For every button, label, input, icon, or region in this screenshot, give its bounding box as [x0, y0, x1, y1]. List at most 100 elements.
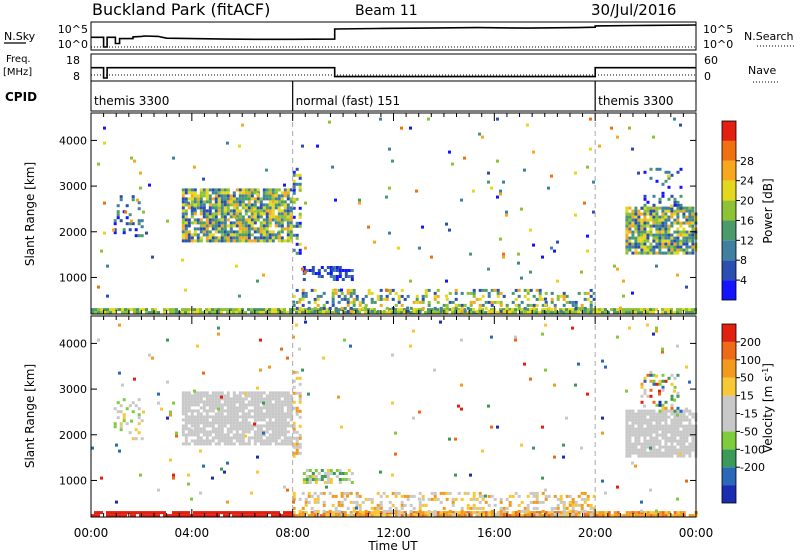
heatmap-cell — [262, 273, 265, 277]
velocity-cbar-label: Velocity [m s-1] — [761, 363, 775, 453]
heatmap-cell — [214, 311, 217, 315]
heatmap-cell — [490, 514, 494, 518]
heatmap-cell — [658, 242, 662, 246]
heatmap-cell — [493, 512, 497, 516]
heatmap-cell — [649, 436, 653, 440]
heatmap-cell — [259, 236, 263, 240]
heatmap-cell — [682, 511, 686, 515]
heatmap-cell — [673, 242, 677, 246]
heatmap-cell — [661, 514, 665, 518]
heatmap-cell — [505, 306, 509, 310]
heatmap-cell — [574, 300, 578, 304]
heatmap-cell — [673, 514, 677, 518]
heatmap-cell — [652, 451, 656, 455]
heatmap-cell — [283, 430, 287, 434]
heatmap-cell — [586, 297, 590, 301]
heatmap-cell — [271, 203, 275, 207]
heatmap-cell — [302, 269, 306, 272]
heatmap-cell — [137, 207, 141, 211]
heatmap-cell — [670, 451, 674, 455]
heatmap-cell — [436, 308, 439, 312]
heatmap-cell — [601, 514, 605, 518]
heatmap-cell — [409, 306, 413, 310]
heatmap-cell — [664, 251, 668, 255]
heatmap-cell — [649, 415, 653, 419]
heatmap-cell — [370, 500, 374, 504]
heatmap-cell — [190, 221, 194, 225]
heatmap-cell — [535, 303, 539, 307]
nsearch-label: N.Search — [744, 30, 794, 43]
heatmap-cell — [277, 409, 281, 413]
colorbar-tick-label: 28 — [740, 155, 754, 168]
heatmap-cell — [235, 264, 238, 268]
heatmap-cell — [466, 291, 470, 295]
heatmap-cell — [190, 415, 194, 419]
heatmap-cell — [691, 412, 695, 416]
heatmap-cell — [301, 144, 304, 148]
heatmap-cell — [223, 400, 227, 404]
heatmap-cell — [226, 406, 230, 410]
heatmap-cell — [667, 436, 671, 440]
heatmap-cell — [235, 433, 239, 437]
heatmap-cell — [277, 442, 281, 446]
heatmap-cell — [241, 218, 245, 222]
heatmap-cell — [349, 309, 353, 313]
heatmap-cell — [655, 227, 659, 231]
heatmap-cell — [211, 406, 215, 410]
heatmap-cell — [328, 311, 331, 315]
heatmap-cell — [649, 233, 653, 237]
heatmap-cell — [433, 291, 437, 295]
velocity-ylabel: Slant Range [km] — [23, 364, 37, 468]
heatmap-cell — [436, 311, 439, 315]
heatmap-cell — [134, 428, 138, 432]
heatmap-cell — [298, 185, 302, 189]
heatmap-cell — [652, 436, 656, 440]
heatmap-cell — [679, 433, 683, 437]
heatmap-cell — [298, 424, 302, 428]
heatmap-cell — [214, 230, 218, 234]
heatmap-cell — [241, 442, 245, 446]
heatmap-cell — [193, 209, 197, 213]
colorbar-segment — [722, 395, 736, 414]
heatmap-cell — [574, 512, 578, 516]
heatmap-cell — [253, 227, 257, 231]
heatmap-cell — [311, 472, 315, 475]
heatmap-cell — [691, 424, 695, 428]
heatmap-cell — [406, 497, 410, 501]
heatmap-cell — [535, 512, 539, 516]
heatmap-cell — [226, 209, 230, 213]
heatmap-cell — [646, 427, 650, 431]
heatmap-cell — [193, 409, 197, 413]
heatmap-cell — [646, 206, 650, 210]
heatmap-cell — [109, 511, 112, 515]
heatmap-cell — [122, 416, 126, 420]
heatmap-cell — [232, 415, 236, 419]
heatmap-cell — [289, 212, 293, 216]
heatmap-cell — [349, 491, 353, 495]
heatmap-cell — [643, 391, 647, 395]
heatmap-cell — [583, 201, 586, 205]
heatmap-cell — [631, 230, 635, 234]
heatmap-cell — [418, 246, 421, 250]
heatmap-cell — [187, 433, 191, 437]
heatmap-cell — [289, 439, 293, 443]
heatmap-cell — [280, 406, 284, 410]
heatmap-cell — [481, 294, 485, 298]
heatmap-cell — [502, 180, 505, 184]
heatmap-cell — [466, 306, 470, 310]
heatmap-cell — [250, 403, 254, 407]
heatmap-cell — [259, 397, 263, 401]
heatmap-cell — [103, 231, 106, 235]
heatmap-cell — [247, 511, 250, 515]
heatmap-cell — [277, 430, 281, 434]
heatmap-cell — [344, 472, 348, 475]
heatmap-cell — [268, 188, 272, 192]
heatmap-cell — [292, 294, 296, 298]
heatmap-cell — [187, 230, 191, 234]
heatmap-cell — [676, 206, 680, 210]
heatmap-cell — [268, 197, 272, 201]
heatmap-cell — [355, 514, 359, 518]
heatmap-cell — [332, 278, 336, 281]
heatmap-cell — [286, 227, 290, 231]
heatmap-cell — [649, 206, 653, 210]
